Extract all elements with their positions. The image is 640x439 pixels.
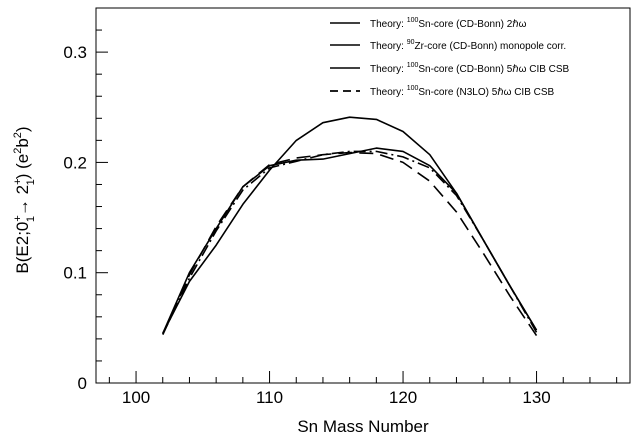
axis-ticks xyxy=(96,7,618,384)
x-tick-label: 110 xyxy=(256,388,283,407)
plot-frame xyxy=(95,7,631,384)
x-tick-label: 100 xyxy=(122,388,150,407)
tick-labels: 100 110 120 130 0 0.1 0.2 0.3 xyxy=(63,43,550,407)
x-tick-label: 120 xyxy=(389,388,417,407)
y-axis-title: B(E2;0+1→ 2+1) (e2b2) xyxy=(12,126,37,273)
y-tick-label: 0.1 xyxy=(63,264,87,283)
series-layer xyxy=(162,116,538,337)
x-tick-label: 130 xyxy=(522,388,550,407)
y-title-part: B(E2;0 xyxy=(13,222,32,274)
legend-label: Theory: 100Sn-core (CD-Bonn) 5ℏω CIB CSB xyxy=(370,62,570,75)
series-line-2 xyxy=(162,147,538,334)
y-title-part: ) xyxy=(13,126,32,132)
x-axis-title: Sn Mass Number xyxy=(297,417,429,436)
y-title-part: 2 xyxy=(12,148,24,154)
y-title-part: b xyxy=(13,138,32,147)
legend-label: Theory: 90Zr-core (CD-Bonn) monopole cor… xyxy=(370,39,566,52)
y-title-part: 1 xyxy=(25,216,37,222)
series-line-4 xyxy=(162,151,538,337)
y-title-part: + xyxy=(12,178,24,184)
legend-entry: Theory: 100Sn-core (CD-Bonn) 5ℏω CIB CSB xyxy=(330,62,570,75)
series-line-3 xyxy=(162,150,538,335)
legend-entry: Theory: 100Sn-core (N3LO) 5ℏω CIB CSB xyxy=(330,85,555,98)
y-tick-label: 0.2 xyxy=(63,153,87,172)
legend-label: Theory: 100Sn-core (N3LO) 5ℏω CIB CSB xyxy=(370,85,555,98)
y-title-part: ) (e xyxy=(13,154,32,180)
y-title-part: 2 xyxy=(12,132,24,138)
y-tick-label: 0.3 xyxy=(63,43,87,62)
y-tick-label: 0 xyxy=(78,374,87,393)
y-title-part: → 2 xyxy=(13,185,32,216)
legend: Theory: 100Sn-core (CD-Bonn) 2ℏω Theory:… xyxy=(330,17,570,98)
legend-entry: Theory: 90Zr-core (CD-Bonn) monopole cor… xyxy=(330,39,566,52)
y-title-part: + xyxy=(12,215,24,221)
legend-label: Theory: 100Sn-core (CD-Bonn) 2ℏω xyxy=(370,17,527,30)
y-title-part: 1 xyxy=(25,179,37,185)
legend-entry: Theory: 100Sn-core (CD-Bonn) 2ℏω xyxy=(330,17,527,30)
